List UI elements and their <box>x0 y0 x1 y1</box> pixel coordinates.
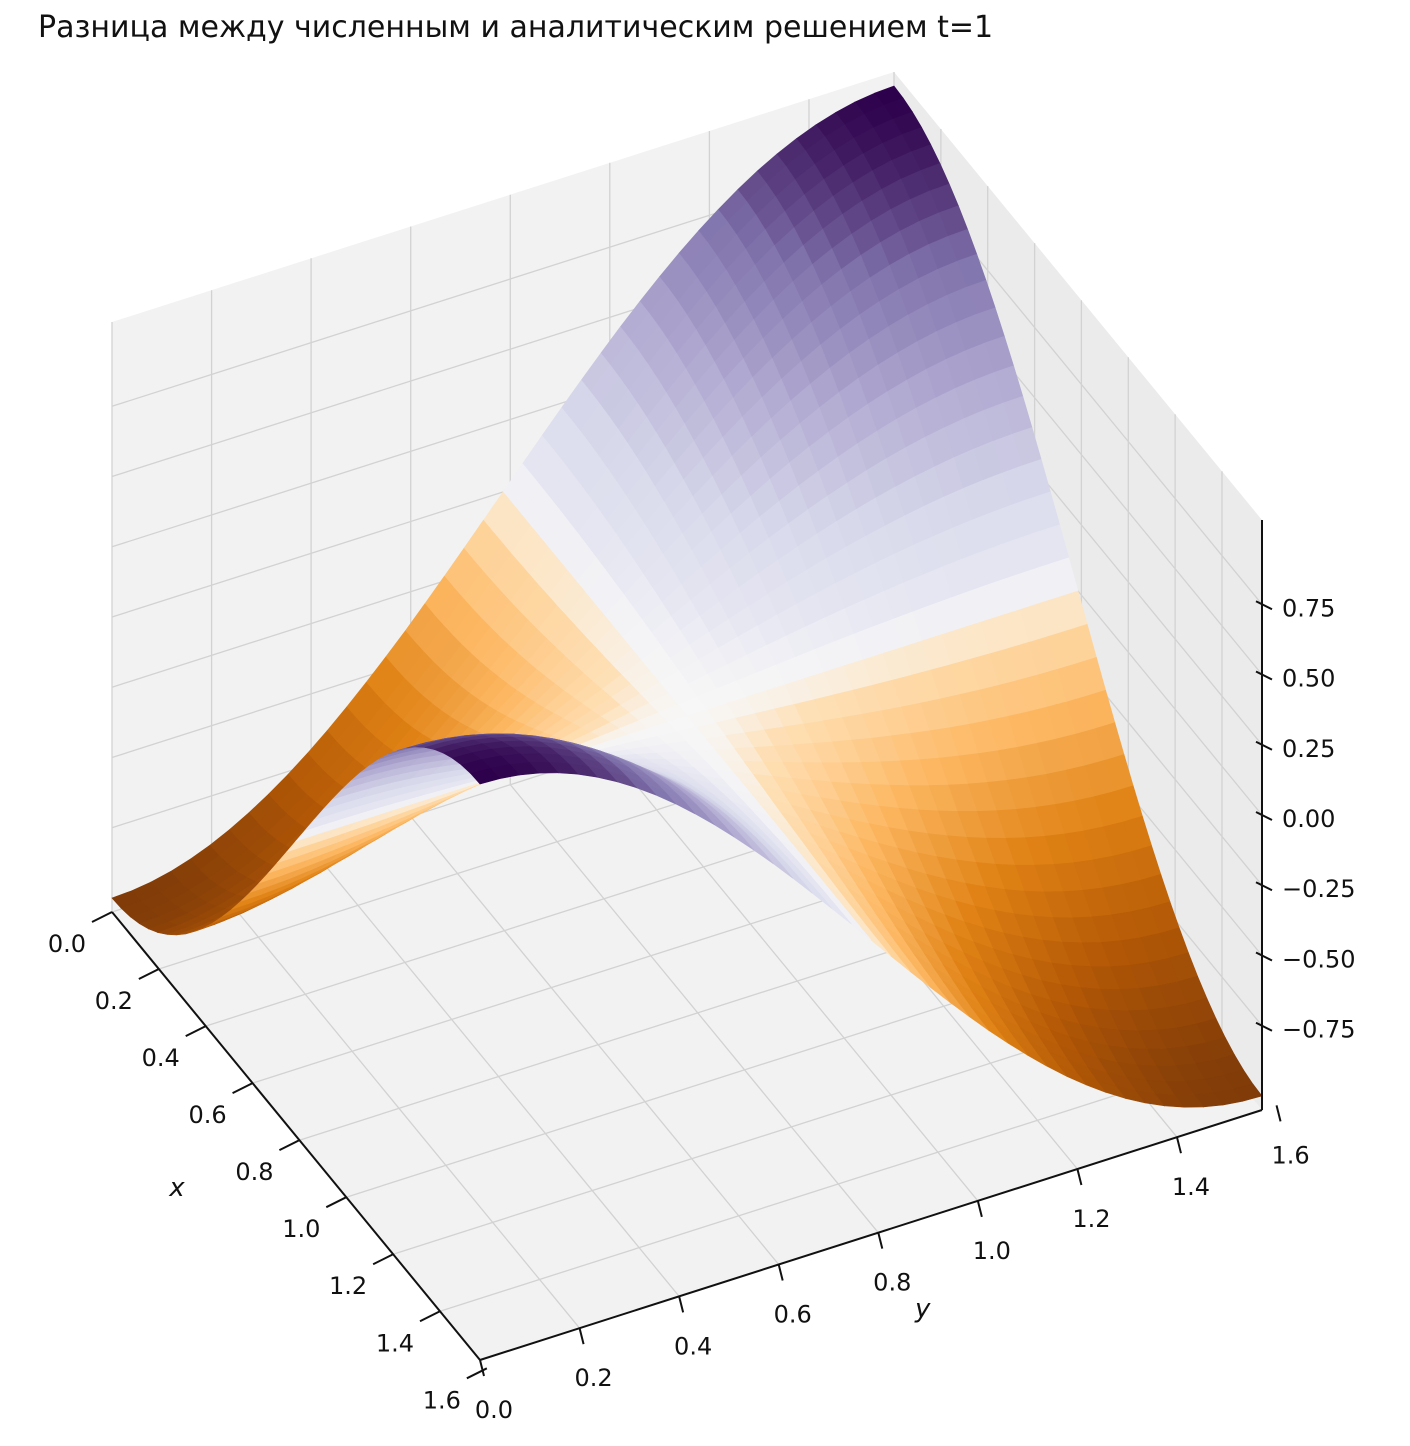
x-tick <box>278 1139 300 1152</box>
x-tick-label: 0.2 <box>95 987 133 1015</box>
x-tick-label: 1.2 <box>329 1272 367 1300</box>
x-tick-label: 1.6 <box>423 1386 461 1414</box>
y-tick <box>578 1327 585 1345</box>
x-tick-label: 0.6 <box>188 1101 226 1129</box>
z-tick-label: −0.25 <box>1282 875 1356 903</box>
x-axis-label: x <box>168 1173 185 1203</box>
z-tick <box>1255 951 1273 962</box>
y-tick-label: 0.6 <box>774 1301 812 1329</box>
y-tick <box>777 1264 784 1281</box>
y-tick <box>877 1232 884 1249</box>
y-tick <box>479 1359 485 1377</box>
z-tick <box>1255 881 1273 892</box>
y-tick-label: 0.8 <box>873 1269 911 1297</box>
x-tick-label: 0.8 <box>235 1158 273 1186</box>
surface-patch <box>470 767 501 785</box>
z-tick <box>1255 740 1273 751</box>
z-tick <box>1255 1021 1273 1032</box>
x-tick <box>185 1025 207 1037</box>
y-axis-label: y <box>914 1294 931 1324</box>
z-tick-label: 0.75 <box>1282 594 1335 622</box>
z-tick-label: 0.25 <box>1282 735 1335 763</box>
y-tick <box>1076 1168 1083 1186</box>
x-axis-line <box>111 911 481 1361</box>
chart-title: Разница между численным и аналитическим … <box>38 10 994 45</box>
z-tick <box>1255 670 1273 681</box>
y-tick-label: 0.2 <box>574 1364 612 1392</box>
x-tick <box>138 968 160 980</box>
x-tick-label: 1.4 <box>376 1329 414 1357</box>
x-tick <box>372 1253 394 1266</box>
y-tick <box>1175 1136 1182 1154</box>
x-tick <box>91 911 113 923</box>
y-tick-label: 1.6 <box>1271 1141 1309 1169</box>
x-tick <box>232 1082 254 1095</box>
z-tick <box>1255 600 1273 611</box>
x-tick <box>419 1310 441 1323</box>
y-tick <box>1275 1105 1282 1122</box>
y-axis-line <box>479 1109 1263 1361</box>
z-tick <box>1255 811 1273 821</box>
x-tick-label: 0.0 <box>48 930 86 958</box>
y-tick-label: 0.4 <box>674 1332 712 1360</box>
grid-line-y <box>509 194 879 1234</box>
z-tick-label: −0.75 <box>1282 1016 1356 1044</box>
y-tick-label: 1.4 <box>1172 1173 1210 1201</box>
z-tick-label: 0.50 <box>1282 665 1335 693</box>
surface-mesh <box>111 85 1263 1108</box>
z-tick-label: −0.50 <box>1282 945 1356 973</box>
axis-ticks: 0.0 0.2 0.4 0.6 0.8 1.0 1.2 1.4 1.6 0.0 0.2 0.4 0.6 0… <box>48 594 1356 1424</box>
y-tick-label: 1.0 <box>973 1237 1011 1265</box>
x-tick-label: 0.4 <box>142 1044 180 1072</box>
y-tick-label: 0.0 <box>475 1396 513 1424</box>
y-tick-label: 1.2 <box>1072 1205 1110 1233</box>
x-tick <box>325 1196 347 1209</box>
y-tick <box>678 1296 685 1313</box>
y-tick <box>976 1200 983 1218</box>
z-tick-label: 0.00 <box>1282 805 1335 833</box>
x-tick-label: 1.0 <box>282 1215 320 1243</box>
